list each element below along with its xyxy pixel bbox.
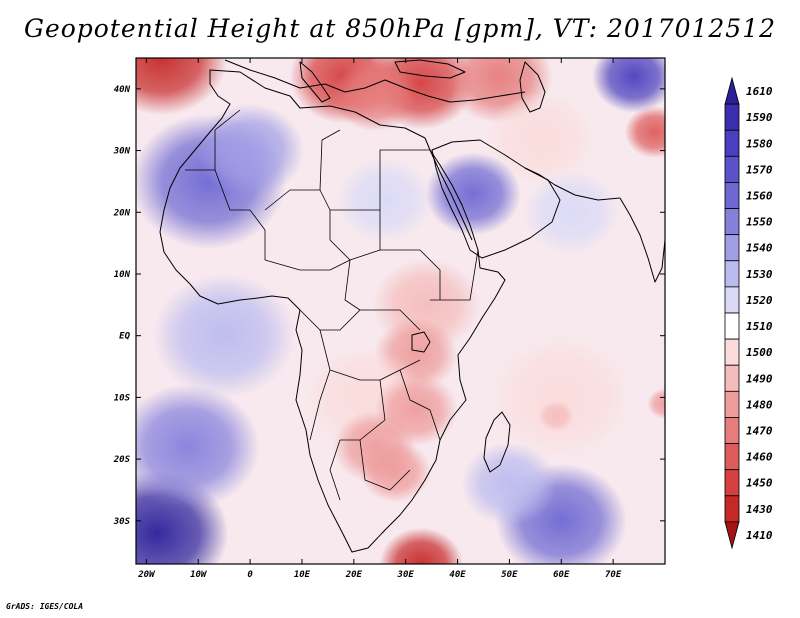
- colorbar-swatch: [724, 155, 740, 183]
- field-indian-ocean-ridge: [461, 442, 558, 526]
- field-north-atlantic-low: [136, 58, 228, 116]
- lon-tick-label: 10W: [190, 570, 208, 580]
- colorbar-label: 1490: [746, 372, 773, 385]
- colorbar-swatch: [724, 286, 740, 314]
- colorbar-swatch: [724, 234, 740, 262]
- lake-victoria: [411, 331, 431, 353]
- colorbar-swatch: [724, 521, 740, 550]
- caspian-sea: [519, 61, 546, 113]
- field-highveld-low: [359, 440, 432, 503]
- red-sea: [429, 149, 473, 241]
- colorbar-label: 1550: [746, 216, 773, 229]
- colorbar-label: 1560: [746, 190, 773, 203]
- lat-tick-label: 40N: [114, 85, 131, 95]
- field-east-sahara-ridge: [337, 158, 433, 242]
- field-atlantic-ridge: [136, 384, 260, 509]
- lon-tick-label: 70E: [605, 570, 622, 580]
- lat-tick-label: 30S: [113, 517, 131, 527]
- map-title: Geopotential Height at 850hPa [gpm], VT:…: [23, 14, 777, 43]
- lon-tick-label: 30E: [397, 570, 415, 580]
- field-mascarene-low: [538, 400, 574, 432]
- lon-tick-label: 50E: [501, 570, 518, 580]
- field-himalaya-high: [592, 58, 665, 113]
- lon-tick-label: 60E: [553, 570, 570, 580]
- country-borders: [185, 109, 479, 501]
- colorbar-label: 1480: [746, 398, 773, 411]
- lat-tick-label: 30N: [113, 147, 131, 157]
- colorbar: 1610 1590 1580 1570 1560 1550 1540 1530 1520 1510…: [724, 76, 773, 550]
- lat-tick-label: EQ: [119, 332, 130, 342]
- field-gulf-of-guinea-ridge: [152, 273, 296, 398]
- lat-tick-label: 10N: [114, 270, 131, 280]
- coastlines: [159, 59, 665, 553]
- colorbar-label: 1540: [746, 242, 773, 255]
- colorbar-label: 1460: [746, 451, 773, 464]
- colorbar-label: 1410: [746, 529, 773, 542]
- arabia-coastline: [431, 139, 561, 259]
- field-west-sahara-high: [196, 103, 304, 198]
- colorbar-label: 1580: [746, 137, 773, 150]
- field-india-high: [523, 170, 620, 254]
- colorbar-label: 1570: [746, 163, 773, 176]
- colorbar-swatch: [724, 417, 740, 444]
- map-axes: 20W 10W 0 10E 20E 30E 40E 50E 60E 70E 40N 30N 20N 10N…: [113, 58, 665, 580]
- africa-coastline: [159, 69, 506, 553]
- field-iran-trough: [486, 91, 595, 185]
- colorbar-swatch: [724, 390, 740, 418]
- colorbar-label: 1450: [746, 477, 773, 490]
- colorbar-swatch: [724, 103, 740, 131]
- lat-tick-label: 20N: [113, 208, 131, 218]
- iran-coastline: [524, 167, 621, 201]
- height-field: [136, 58, 665, 564]
- colorbar-swatch: [724, 364, 740, 392]
- colorbar-swatch: [724, 312, 740, 340]
- lat-tick-label: 10S: [114, 393, 131, 403]
- lon-tick-label: 20E: [345, 570, 363, 580]
- colorbar-label: 1510: [746, 320, 773, 333]
- madagascar-coastline: [483, 411, 511, 473]
- field-arabia-high: [425, 152, 521, 236]
- black-sea: [394, 59, 466, 79]
- colorbar-swatch: [724, 495, 740, 523]
- lon-tick-label: 40E: [449, 570, 466, 580]
- lat-tick-label: 20S: [113, 455, 131, 465]
- map-frame: [135, 57, 666, 565]
- colorbar-label: 1610: [746, 85, 773, 98]
- colorbar-label: 1520: [746, 294, 773, 307]
- lon-tick-label: 0: [247, 570, 253, 580]
- field-cape-low: [379, 527, 463, 564]
- lon-tick-label: 10E: [294, 570, 311, 580]
- field-himalaya-low: [624, 106, 665, 158]
- colorbar-swatch: [724, 469, 740, 497]
- colorbar-label: 1530: [746, 268, 773, 281]
- italy-coastline: [299, 61, 331, 103]
- colorbar-label: 1470: [746, 425, 773, 438]
- colorbar-swatch: [724, 76, 740, 105]
- colorbar-label: 1590: [746, 111, 773, 124]
- colorbar-swatch: [724, 129, 740, 157]
- colorbar-swatch: [724, 338, 740, 366]
- colorbar-swatch: [724, 208, 740, 236]
- colorbar-label: 1500: [746, 346, 773, 359]
- field-ocean-low-east: [647, 388, 665, 420]
- field-greece-low: [332, 58, 417, 132]
- india-coastline: [619, 197, 665, 283]
- field-indian-ocean-trough: [489, 335, 633, 460]
- colorbar-label: 1430: [746, 503, 773, 516]
- colorbar-swatch: [724, 260, 740, 288]
- grads-credit: GrADS: IGES/COLA: [6, 602, 84, 611]
- colorbar-swatch: [724, 443, 740, 471]
- europe-coastline: [224, 59, 526, 103]
- colorbar-swatch: [724, 182, 740, 209]
- lon-tick-label: 20W: [137, 570, 156, 580]
